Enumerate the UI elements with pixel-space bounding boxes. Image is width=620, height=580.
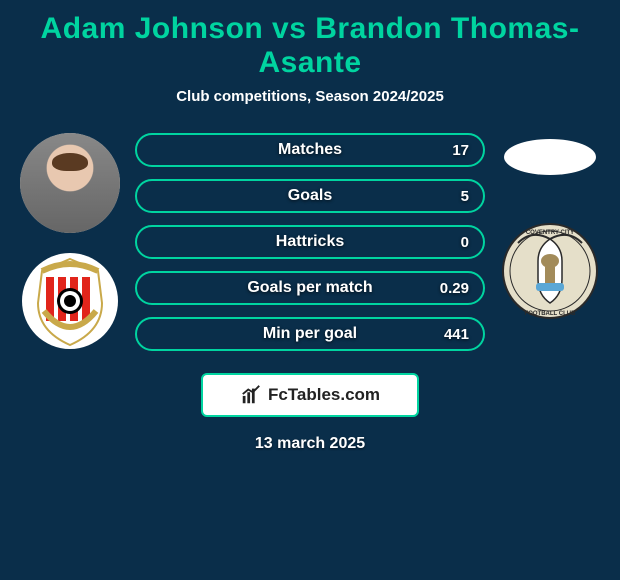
stat-label: Goals (288, 187, 332, 205)
svg-text:COVENTRY CITY: COVENTRY CITY (526, 230, 574, 236)
stat-value: 0 (461, 234, 469, 251)
left-side (15, 133, 125, 351)
stat-value: 0.29 (440, 280, 469, 297)
subtitle: Club competitions, Season 2024/2025 (0, 88, 620, 105)
player-left-club-badge (20, 251, 120, 351)
stat-label: Min per goal (263, 325, 357, 343)
stat-bar: Min per goal 441 (135, 317, 485, 351)
stat-value: 17 (452, 142, 469, 159)
player-right-club-badge: FOOTBALL CLUB COVENTRY CITY (500, 221, 600, 321)
stat-label: Goals per match (247, 279, 372, 297)
stat-label: Matches (278, 141, 342, 159)
date-text: 13 march 2025 (0, 435, 620, 453)
stat-bar: Goals 5 (135, 179, 485, 213)
stat-bar: Goals per match 0.29 (135, 271, 485, 305)
stat-value: 441 (444, 326, 469, 343)
stat-bar: Hattricks 0 (135, 225, 485, 259)
page-title: Adam Johnson vs Brandon Thomas-Asante (0, 0, 620, 88)
stat-bars: Matches 17 Goals 5 Hattricks 0 Goals per… (135, 133, 485, 351)
brand-text: FcTables.com (268, 385, 380, 405)
player-right-avatar (504, 139, 596, 175)
brand-link[interactable]: FcTables.com (201, 373, 419, 417)
coventry-badge-icon: FOOTBALL CLUB COVENTRY CITY (500, 221, 600, 321)
stat-value: 5 (461, 188, 469, 205)
chart-icon (240, 384, 262, 406)
svg-text:FOOTBALL CLUB: FOOTBALL CLUB (525, 311, 577, 317)
player-left-avatar (20, 133, 120, 233)
stat-label: Hattricks (276, 233, 344, 251)
right-side: FOOTBALL CLUB COVENTRY CITY (495, 133, 605, 321)
sunderland-badge-icon (20, 251, 120, 351)
player-face-icon (20, 133, 120, 233)
stat-bar: Matches 17 (135, 133, 485, 167)
comparison-panel: Matches 17 Goals 5 Hattricks 0 Goals per… (0, 133, 620, 351)
